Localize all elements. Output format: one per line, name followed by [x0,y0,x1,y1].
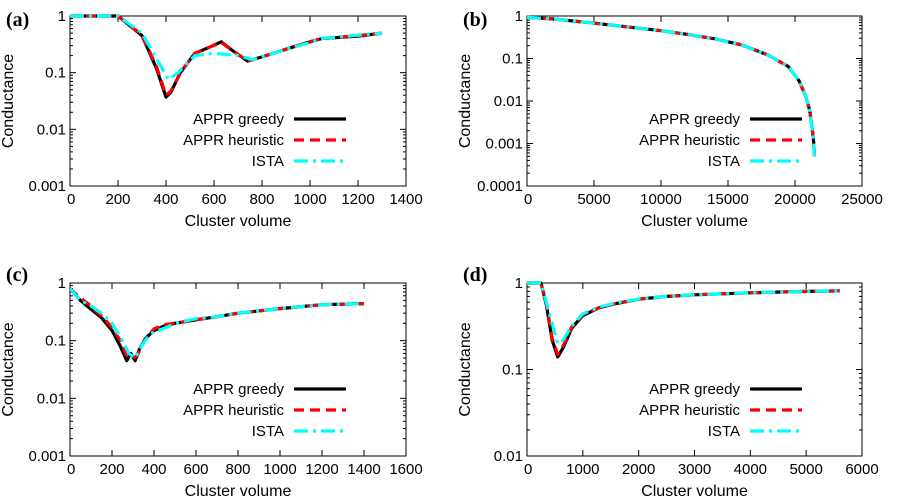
panel-letter: (c) [6,264,28,286]
y-tick-label: 0.001 [485,136,523,153]
plot-frame [69,282,407,457]
x-tick-label: 800 [249,191,274,208]
legend-label: APPR heuristic [183,402,284,419]
plot-frame [69,15,407,187]
chart-panel-4: (d) 0 1000 2000 3000 4000 5000 6000 0.01 0.1 1 Clus… [457,264,879,500]
y-tick-label: 0.1 [502,362,523,379]
legend-label: APPR greedy [649,111,740,128]
legend-label: APPR heuristic [639,402,740,419]
x-tick-label: 600 [201,191,226,208]
y-axis-label: Conductance [457,54,474,148]
x-tick-label: 800 [225,461,250,478]
y-tick-label: 1 [58,8,66,25]
x-tick-label: 5000 [577,191,610,208]
series-line-appr-heuristic [527,281,840,356]
y-tick-label: 1 [515,275,523,292]
chart-panel-2: (b) 0 5000 10000 15000 20000 25000 0.0001 0.001 0… [457,8,883,230]
legend-label: APPR heuristic [183,132,284,149]
x-tick-label: 1000 [293,191,326,208]
x-tick-label: 0 [524,191,532,208]
x-tick-label: 0 [67,461,75,478]
panel-letter: (d) [463,264,487,286]
panel-letter: (a) [6,9,29,31]
x-tick-label: 15000 [707,191,749,208]
series-line-ista [70,287,365,360]
y-tick-label: 0.1 [45,333,66,350]
x-tick-label: 10000 [640,191,682,208]
y-tick-label: 0.01 [37,390,66,407]
y-axis-label: Conductance [457,322,474,416]
x-tick-label: 5000 [789,461,822,478]
y-tick-label: 0.01 [37,121,66,138]
y-tick-label: 0.01 [494,93,523,110]
x-tick-label: 25000 [841,191,883,208]
y-tick-label: 0.0001 [477,178,523,195]
legend-label: ISTA [708,423,740,440]
x-tick-label: 1000 [566,461,599,478]
x-axis-label: Cluster volume [641,213,748,230]
x-axis-label: Cluster volume [641,483,748,500]
series-line-ista [527,15,816,157]
x-tick-label: 200 [105,191,130,208]
legend-label: ISTA [252,423,284,440]
x-tick-label: 400 [153,191,178,208]
y-tick-label: 1 [58,275,66,292]
x-axis-label: Cluster volume [185,483,292,500]
y-tick-label: 0.1 [502,51,523,68]
x-tick-label: 1400 [389,191,422,208]
y-tick-label: 0.01 [494,448,523,465]
series-line-appr-heuristic [70,287,365,360]
legend-label: APPR greedy [193,381,284,398]
series-line-ista [527,281,840,346]
x-tick-label: 0 [524,461,532,478]
x-tick-label: 4000 [734,461,767,478]
x-axis-label: Cluster volume [185,213,292,230]
x-tick-label: 1400 [347,461,380,478]
y-tick-label: 0.1 [45,65,66,82]
x-tick-label: 400 [141,461,166,478]
chart-panel-3: (c) 0 200 400 600 800 1000 1200 1400 1600 0.001 0.0… [0,264,423,500]
plot-frame [526,282,863,457]
y-axis-label: Conductance [0,54,17,148]
x-tick-label: 1200 [305,461,338,478]
y-tick-label: 0.001 [28,448,66,465]
x-tick-label: 20000 [774,191,816,208]
x-tick-label: 2000 [622,461,655,478]
y-tick-label: 1 [515,8,523,25]
series-line-appr-heuristic [70,14,383,97]
series-line-appr-greedy [70,14,383,99]
series-line-ista [70,14,383,82]
plot-frame [526,15,863,187]
x-tick-label: 600 [183,461,208,478]
x-tick-label: 3000 [678,461,711,478]
x-tick-label: 1200 [341,191,374,208]
legend-label: ISTA [708,153,740,170]
legend-label: APPR greedy [193,111,284,128]
x-tick-label: 200 [99,461,124,478]
chart-panel-1: (a) 0 200 400 600 800 1000 1200 1400 0.001 0.01 0.1… [0,8,423,230]
legend-label: APPR heuristic [639,132,740,149]
y-axis-label: Conductance [0,322,17,416]
legend-label: APPR greedy [649,381,740,398]
x-tick-label: 6000 [845,461,878,478]
x-tick-label: 0 [67,191,75,208]
x-tick-label: 1000 [263,461,296,478]
x-tick-label: 1600 [389,461,422,478]
panel-letter: (b) [463,9,487,31]
y-tick-label: 0.001 [28,178,66,195]
legend-label: ISTA [252,153,284,170]
